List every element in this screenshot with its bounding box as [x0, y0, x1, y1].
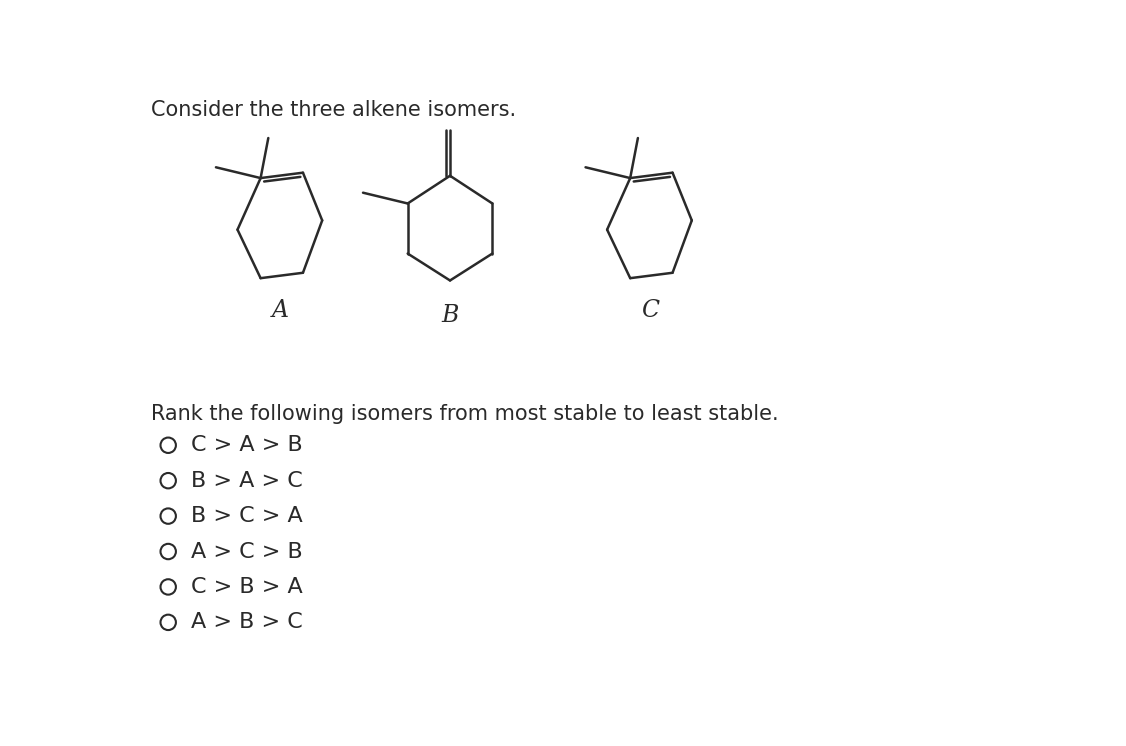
Text: B: B: [441, 304, 458, 327]
Text: B > C > A: B > C > A: [191, 506, 303, 526]
Text: B > A > C: B > A > C: [191, 471, 303, 491]
Text: A > C > B: A > C > B: [191, 542, 303, 562]
Text: A: A: [272, 299, 289, 322]
Text: C: C: [641, 299, 660, 322]
Text: Consider the three alkene isomers.: Consider the three alkene isomers.: [151, 100, 517, 120]
Text: A > B > C: A > B > C: [191, 612, 303, 633]
Text: Rank the following isomers from most stable to least stable.: Rank the following isomers from most sta…: [151, 404, 779, 424]
Text: C > A > B: C > A > B: [191, 435, 303, 455]
Text: C > B > A: C > B > A: [191, 577, 303, 597]
